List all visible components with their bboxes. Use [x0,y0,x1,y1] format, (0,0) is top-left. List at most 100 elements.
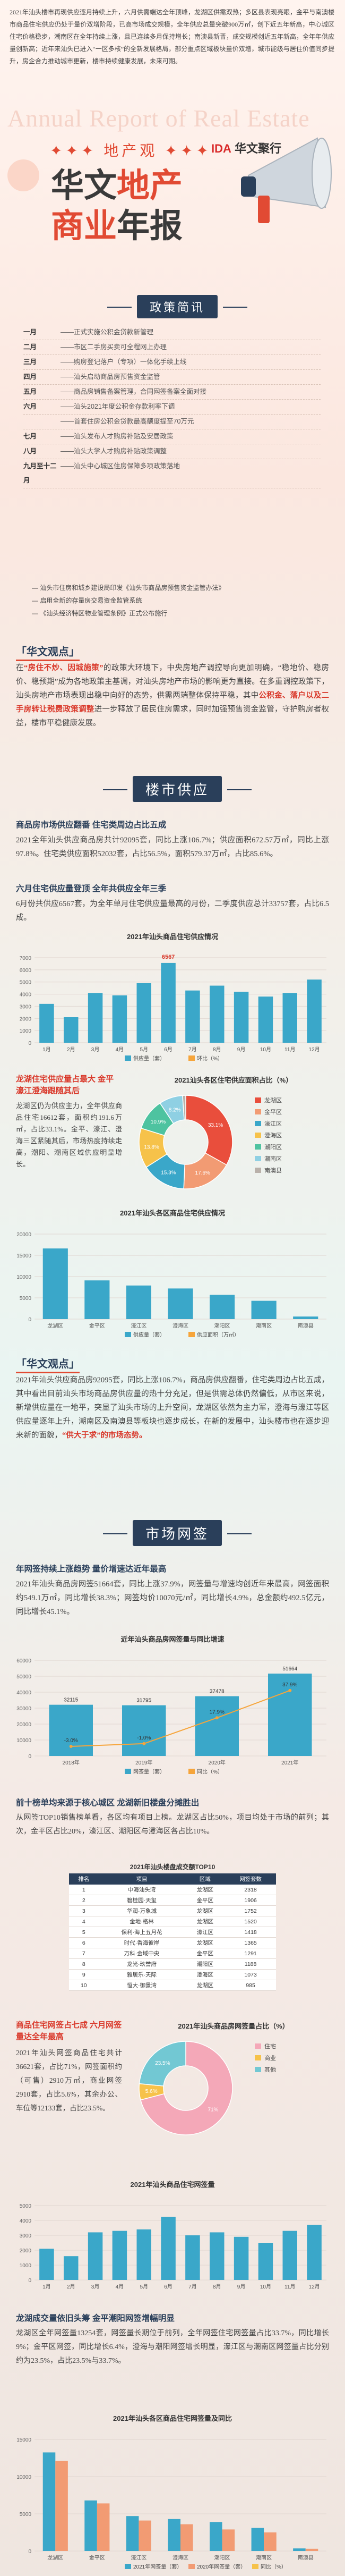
x-tick-label: 9月 [237,1046,246,1053]
legend-swatch [125,2564,131,2569]
y-tick-label: 0 [28,1317,31,1323]
table-cell: 金平区 [185,1895,226,1906]
supply-heading-1: 商品房市场供应翻番 住宅类周边占比五成 [16,821,167,830]
legend-label: 供应面积（万㎡） [197,1331,239,1338]
pie-slice [182,1095,186,1120]
x-tick-label: 12月 [309,2284,320,2290]
legend-swatch [255,1121,261,1126]
table-header-cell: 网签套数 [225,1873,276,1885]
policy-item: 一月 ——正式实施公积金贷款新管理 [23,325,321,340]
policy-text: ——首套住房公积金贷款最高额度提至70万元 [61,418,194,425]
x-tick-label: 潮南区 [256,2554,272,2561]
policy-month: 四月 [23,373,37,381]
table-cell: 2318 [225,1885,276,1895]
x-tick-label: 澄海区 [172,2554,188,2561]
y-tick-label: 0 [28,2549,31,2555]
table-cell: 潮阳区 [185,1958,226,1970]
supply-district-pie: 33.1% 17.6% 15.3% 13.8% 10.9%8.2% 龙湖区金平区濠江区澄海… [139,1095,282,1189]
policy-text: ——汕头大学人才购房补贴政策调整 [61,447,167,455]
supply-area-heading: 龙湖住宅供应量占最大 金平濠江澄海跟随其后 [16,1075,114,1095]
policy-text: ——正式实施公积金贷款新管理 [61,328,154,336]
text-highlight: “房住不炒、因城施策” [23,664,104,672]
x-tick-label: 7月 [188,2284,197,2290]
x-tick-label: 南澳县 [298,1322,314,1329]
x-tick-label: 9月 [237,2284,246,2290]
table-cell: 金地·格林 [98,1916,185,1927]
series-line [71,1690,290,1747]
chart5-title: 2021年汕头各区商品住宅网签量及同比 [113,2414,232,2422]
bar [97,2503,110,2551]
table-cell: 6 [69,1937,99,1948]
legend-label: 南澳县 [264,1167,282,1174]
line-point [142,1742,146,1745]
pie-slice [140,2041,233,2135]
x-tick-label: 2021年 [281,1759,298,1766]
y-tick-label: 10000 [16,2474,31,2480]
y-tick-label: 7000 [20,956,32,961]
policy-item: 七月 ——汕头发布人才购房补贴及安居政策 [23,429,321,444]
policy-item: 四月 ——汕头启动商品房预售资金监管 [23,370,321,385]
bar [112,995,127,1043]
policy-item: 六月 ——汕头2021年度公积金存款利率下调 [23,400,321,415]
x-tick-label: 2020年 [209,1759,226,1766]
table-header-row: 排名 项目 区域 网签套数 [69,1873,276,1885]
y-tick-label: 3000 [20,1004,32,1010]
legend-label: 濠江区 [264,1120,282,1127]
x-tick-label: 10月 [260,2284,271,2290]
supply-district-chart: 0 5000 10000 15000 20000 龙湖区 金平区 濠江区 澄海区 潮阳区 潮南区 南澳… [16,1232,326,1338]
legend-label: 网签量（套） [133,1768,165,1775]
bar [112,2231,127,2280]
bar [39,2249,54,2280]
chart3-title: 近年汕头商品房网签量与同比增速 [120,1635,225,1643]
y-tick-label: 2000 [20,1016,32,1022]
area-sign-paragraph: 龙湖区全年网签量13254套，网签量长期位于前列，全年网签住宅网签量占比33.7… [16,2329,329,2365]
bar [84,2500,97,2551]
policy-text: ——汕头启动商品房预售资金监管 [61,373,160,381]
sign-type-heading: 商品住宅网签占七成 六月网签量达全年最高 [16,2021,122,2041]
bar [136,983,151,1043]
bar [39,1003,54,1043]
x-tick-label: 10月 [260,1046,271,1053]
x-tick-label: 4月 [116,2284,124,2290]
bar [84,1280,110,1319]
text-highlight: “供大于求”的市场态势。 [62,1431,147,1440]
legend-swatch [125,1055,131,1061]
decor-circle [7,159,39,191]
title-part: 地产 [117,168,183,204]
x-tick-label: 11月 [284,2284,295,2290]
table-cell: 万科·金域中央 [98,1948,185,1959]
y-tick-label: 20000 [16,1722,31,1728]
slice-value-label: 10.9% [151,1119,166,1125]
y-tick-label: 0 [28,2278,31,2284]
policy-text: ——汕头发布人才购房补贴及安居政策 [61,433,174,440]
bar [122,1705,166,1756]
table-cell: 龙湖区 [185,1916,226,1927]
intro-paragraph: 2021年汕头楼市再现供应逐月持续上升，六月供需端达全年顶峰，龙湖区供需双热；多… [10,9,335,65]
policy-month: 一月 [23,328,37,336]
sign-paragraph-1: 2021年汕头商品房网签51664套，同比上涨37.9%，网签量与增速均创近年来… [16,1580,329,1616]
table-cell: 10 [69,1980,99,1991]
policy-item: 八月 ——汕头大学人才购房补贴政策调整 [23,444,321,459]
bar-value-label: 51664 [282,1666,297,1672]
line-point [69,1745,73,1748]
x-tick-label: 2019年 [135,1759,152,1766]
table-row: 2 碧桂园·天玺 金平区 1906 [69,1895,276,1906]
policy-month: 五月 [23,388,37,395]
x-tick-label: 潮阳区 [214,1322,230,1329]
bar [195,1696,239,1756]
bar [161,962,176,1043]
pie2-title: 2021年汕头商品房网签量占比（%） [178,2022,289,2030]
table-cell: 龙湖区 [185,1885,226,1895]
pie1-title: 2021汕头各区住宅供应面积占比（%） [174,1076,293,1084]
sign-heading-1: 年网签持续上涨趋势 量价增速达近年最高 [16,1565,167,1574]
supply-monthly-chart: 0 1000 2000 3000 4000 5000 6000 7000 1月 2月 3月 4月 5月 6… [20,954,326,1062]
policy-text: ——商品房销售备案管理，合同网签备案全面对接 [61,388,207,395]
bar [222,2529,235,2551]
chart2-title: 2021年汕头各区商品住宅供应情况 [120,1209,225,1217]
table-cell: 1 [69,1885,99,1895]
policy-text: ——汕头2021年度公积金存款利率下调 [61,403,175,410]
view-paragraph-2: 2021年汕头供应商品房92095套，同比上涨106.7%，商品房供应翻番，住宅… [16,1373,329,1442]
bar [88,993,103,1043]
x-tick-label: 潮南区 [256,1322,272,1329]
